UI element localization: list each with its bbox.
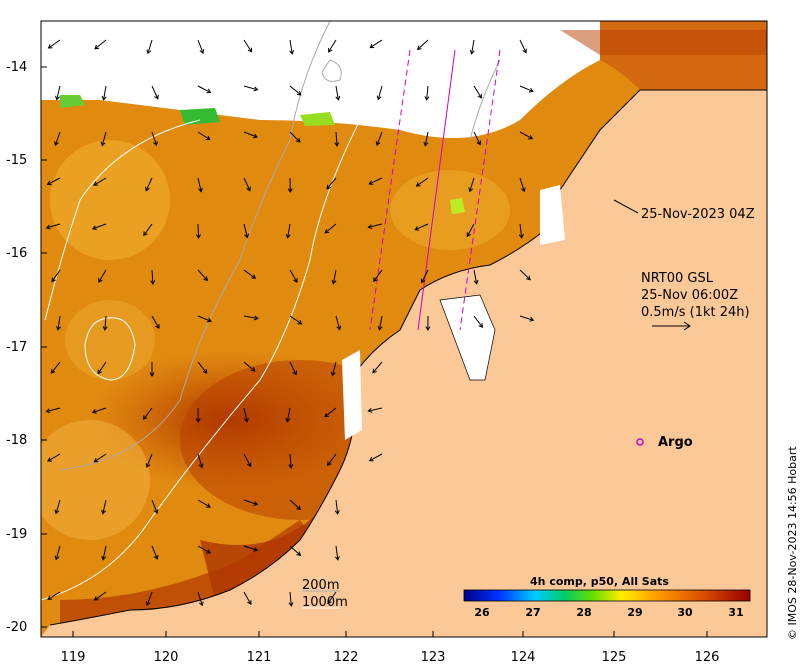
argo-label: Argo bbox=[658, 434, 693, 451]
y-tick: -14 bbox=[6, 60, 34, 75]
satellite-time-label: 25-Nov-2023 04Z bbox=[641, 206, 755, 223]
current-scale-label: 0.5m/s (1kt 24h) bbox=[641, 304, 750, 321]
x-tick: 120 bbox=[146, 650, 186, 665]
current-arrow bbox=[198, 224, 199, 238]
colorbar-tick: 27 bbox=[518, 606, 548, 619]
colorbar-tick: 30 bbox=[670, 606, 700, 619]
sst-map bbox=[0, 0, 810, 672]
y-tick: -17 bbox=[6, 340, 34, 355]
y-tick: -20 bbox=[6, 620, 34, 635]
x-tick: 123 bbox=[413, 650, 453, 665]
y-tick: -18 bbox=[6, 433, 34, 448]
contour-200-label: 200m bbox=[302, 577, 339, 594]
colorbar-tick: 31 bbox=[721, 606, 751, 619]
y-tick: -15 bbox=[6, 153, 34, 168]
current-time-label: 25-Nov 06:00Z bbox=[641, 287, 738, 304]
colorbar-tick: 26 bbox=[467, 606, 497, 619]
contour-1000-label: 1000m bbox=[302, 594, 348, 611]
x-tick: 126 bbox=[687, 650, 727, 665]
y-tick: -19 bbox=[6, 527, 34, 542]
x-tick: 122 bbox=[326, 650, 366, 665]
colorbar-title: 4h comp, p50, All Sats bbox=[530, 575, 669, 588]
colorbar bbox=[464, 590, 750, 601]
current-model-label: NRT00 GSL bbox=[641, 270, 713, 287]
x-tick: 125 bbox=[594, 650, 634, 665]
credit-label: © IMOS 28-Nov-2023 14:56 Hobart bbox=[786, 446, 799, 640]
x-tick: 124 bbox=[503, 650, 543, 665]
colorbar-tick: 29 bbox=[620, 606, 650, 619]
y-tick: -16 bbox=[6, 246, 34, 261]
x-tick: 121 bbox=[239, 650, 279, 665]
colorbar-tick: 28 bbox=[569, 606, 599, 619]
x-tick: 119 bbox=[53, 650, 93, 665]
